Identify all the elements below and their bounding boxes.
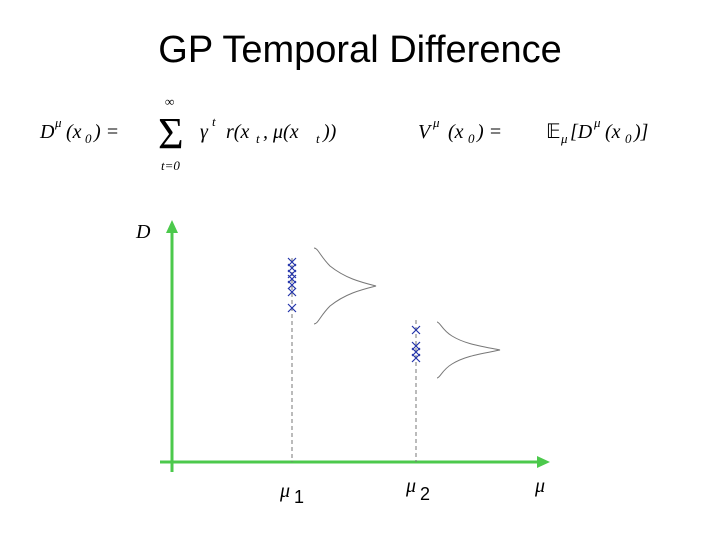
equation-1: D μ (x 0 ) = ∞ Σ t=0 γ t r(x t , μ(x t )… xyxy=(39,94,337,173)
x-arrow xyxy=(537,456,550,468)
eq-part: (x xyxy=(448,121,464,143)
eq-part: [D xyxy=(570,121,593,143)
eq-part: Σ xyxy=(158,109,184,158)
y-axis-label: D xyxy=(135,221,151,243)
eq-part: 𝔼 xyxy=(546,121,561,143)
eq-part: γ xyxy=(200,121,209,143)
x-axis-label: μ xyxy=(534,475,545,497)
eq-part: μ xyxy=(560,131,568,146)
title: GP Temporal Difference xyxy=(158,29,561,71)
gaussian xyxy=(436,321,501,379)
mu-index: 2 xyxy=(420,484,430,504)
eq-part: )] xyxy=(633,121,648,143)
eq-part: (x xyxy=(66,121,82,143)
eq-part: μ xyxy=(432,115,440,130)
eq-part: t xyxy=(212,114,216,129)
eq-part: t xyxy=(316,131,320,146)
mu-index: 1 xyxy=(294,487,304,507)
eq-part: ) = xyxy=(93,121,119,143)
eq-part: 0 xyxy=(625,131,632,146)
eq-part: t xyxy=(256,131,260,146)
eq-part: )) xyxy=(322,121,337,143)
eq-part: 0 xyxy=(468,131,475,146)
eq-part: V xyxy=(418,121,433,143)
samples xyxy=(287,257,421,363)
eq-part: t=0 xyxy=(161,158,180,173)
eq-part: μ xyxy=(593,115,601,130)
gaussian xyxy=(313,247,377,325)
eq-part: ∞ xyxy=(165,94,174,109)
eq-part: D xyxy=(39,121,55,143)
mu-label: μ xyxy=(279,480,290,502)
y-arrow xyxy=(166,220,178,233)
eq-part: ) = xyxy=(476,121,502,143)
eq-part: 0 xyxy=(85,131,92,146)
equation-2: V μ (x 0 ) = 𝔼 μ [D μ (x 0 )] xyxy=(418,115,648,146)
eq-part: μ xyxy=(54,115,62,130)
mu-label: μ xyxy=(405,475,416,497)
eq-part: (x xyxy=(605,121,621,143)
eq-part: r(x xyxy=(226,121,249,143)
eq-part: , μ(x xyxy=(263,121,299,143)
